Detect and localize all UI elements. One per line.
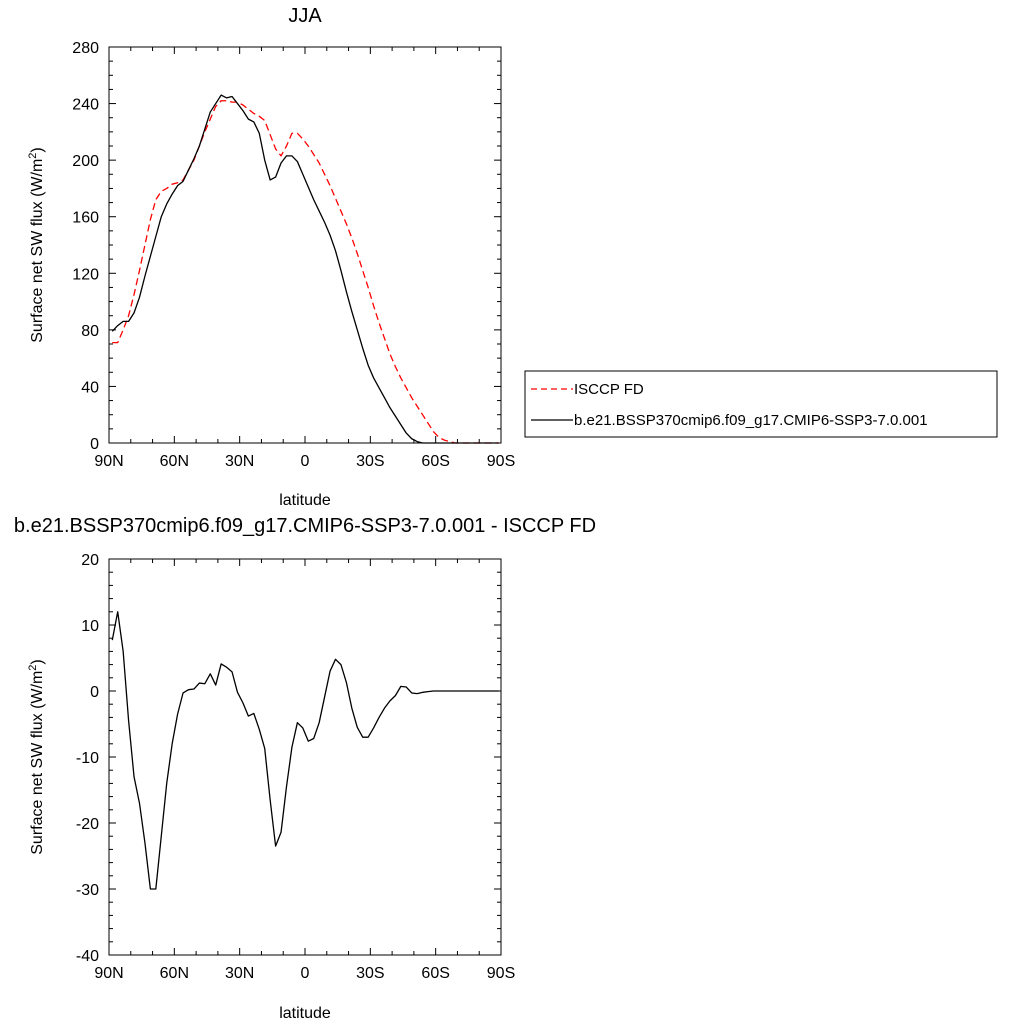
top-x-axis-label: latitude xyxy=(279,492,331,509)
bottom-chart-title: b.e21.BSSP370cmip6.f09_g17.CMIP6-SSP3-7.… xyxy=(14,515,596,537)
top-y-axis-label: Surface net SW flux (W/m2) xyxy=(27,147,46,343)
top-plot-frame xyxy=(108,46,502,444)
bottom-axes: 90N 60N 30N 0 30S 60S 90S -40 -30 -20 -10 0 10 20 xyxy=(76,552,515,982)
bottom-x-tick-label: 30S xyxy=(356,965,384,982)
legend-label-model: b.e21.BSSP370cmip6.f09_g17.CMIP6-SSP3-7.… xyxy=(574,412,928,429)
top-x-tick-label: 90S xyxy=(487,453,515,470)
bottom-y-tick-label: 10 xyxy=(81,618,99,635)
bottom-y-axis-label: Surface net SW flux (W/m2) xyxy=(27,659,46,855)
top-y-tick-label: 40 xyxy=(81,379,99,396)
top-series-line-0 xyxy=(112,100,499,444)
legend: ISCCP FD b.e21.BSSP370cmip6.f09_g17.CMIP… xyxy=(524,370,998,438)
top-x-tick-label: 60S xyxy=(421,453,449,470)
bottom-y-tick-label: -20 xyxy=(76,816,99,833)
bottom-series-lines xyxy=(111,611,499,890)
top-axes: 90N 60N 30N 0 30S 60S 90S 0 40 80 120 160 200 240 280 xyxy=(72,40,515,470)
top-x-tick-label: 30N xyxy=(225,453,254,470)
top-series-lines xyxy=(111,94,499,444)
bottom-y-tick-label: -40 xyxy=(76,948,99,965)
bottom-x-axis-label: latitude xyxy=(279,1005,331,1022)
top-chart-title: JJA xyxy=(288,5,322,27)
bottom-y-tick-label: 0 xyxy=(90,684,99,701)
bottom-panel: b.e21.BSSP370cmip6.f09_g17.CMIP6-SSP3-7.… xyxy=(14,515,596,1022)
top-x-tick-label: 60N xyxy=(160,453,189,470)
legend-label-isccp: ISCCP FD xyxy=(574,381,644,398)
legend-box xyxy=(524,370,998,438)
bottom-x-tick-label: 30N xyxy=(225,965,254,982)
top-y-tick-label: 160 xyxy=(72,210,99,227)
top-y-tick-label: 240 xyxy=(72,97,99,114)
bottom-y-tick-label: 20 xyxy=(81,552,99,569)
bottom-x-tick-label: 90N xyxy=(94,965,123,982)
bottom-x-tick-label: 60S xyxy=(421,965,449,982)
bottom-x-tick-label: 60N xyxy=(160,965,189,982)
top-y-tick-label: 120 xyxy=(72,266,99,283)
top-x-tick-label: 30S xyxy=(356,453,384,470)
top-y-tick-label: 80 xyxy=(81,323,99,340)
bottom-y-tick-label: -10 xyxy=(76,750,99,767)
top-panel: JJA 90N 60N 30N 0 30S 60S 90S 0 40 80 120 160 200 240… xyxy=(27,5,998,509)
bottom-y-tick-label: -30 xyxy=(76,882,99,899)
top-y-tick-label: 280 xyxy=(72,40,99,57)
top-y-tick-label: 0 xyxy=(90,436,99,453)
top-y-tick-label: 200 xyxy=(72,153,99,170)
top-x-tick-label: 90N xyxy=(94,453,123,470)
bottom-plot-frame xyxy=(108,558,502,956)
bottom-series-line-0 xyxy=(111,611,499,890)
bottom-x-tick-label: 90S xyxy=(487,965,515,982)
top-series-line-1 xyxy=(111,94,499,444)
top-x-tick-label: 0 xyxy=(301,453,310,470)
bottom-x-tick-label: 0 xyxy=(301,965,310,982)
